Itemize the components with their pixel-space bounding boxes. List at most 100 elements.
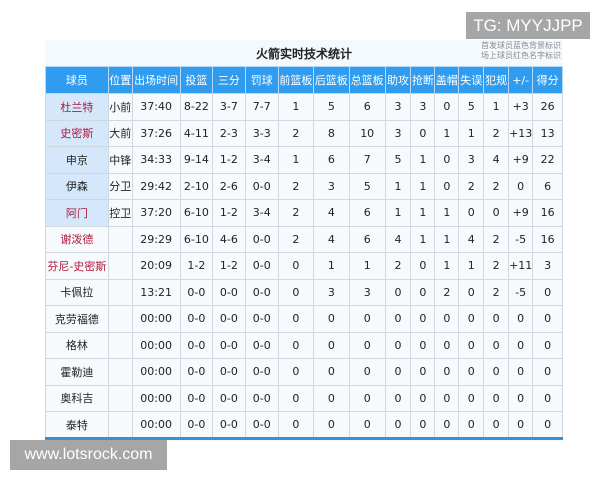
stat-cell: 0-0 xyxy=(212,358,246,386)
column-header[interactable]: 位置 xyxy=(107,66,133,94)
column-header[interactable]: 盖帽 xyxy=(434,66,460,94)
stat-cell: 0 xyxy=(483,199,510,227)
stat-cell: 0 xyxy=(458,411,485,439)
player-name: 史密斯 xyxy=(45,119,109,147)
stat-cell xyxy=(107,305,133,333)
stat-cell: 0 xyxy=(483,411,510,439)
column-header[interactable]: 后篮板 xyxy=(312,66,350,94)
stat-cell: 6 xyxy=(532,172,563,200)
stat-cell: 0 xyxy=(410,252,436,280)
stat-cell: 1 xyxy=(384,172,412,200)
stat-cell xyxy=(107,252,133,280)
stat-cell: 0 xyxy=(508,172,534,200)
player-name: 泰特 xyxy=(45,411,109,439)
stat-cell: 4-6 xyxy=(212,225,246,253)
stat-cell: 0 xyxy=(434,172,460,200)
stat-cell: 0 xyxy=(312,331,350,359)
column-header[interactable]: 得分 xyxy=(532,66,563,94)
stat-cell: 2 xyxy=(434,278,460,306)
stat-cell: 00:00 xyxy=(131,331,181,359)
player-row: 谢泼德 29:29 6-10 4-6 0-0 2 4 6 4 1 1 4 2 -5 16 xyxy=(45,225,563,253)
stat-cell: 2 xyxy=(483,252,510,280)
stat-cell: 0 xyxy=(458,305,485,333)
stat-cell: 6 xyxy=(348,225,386,253)
stat-cell: 2 xyxy=(483,225,510,253)
stat-cell: 0 xyxy=(277,252,314,280)
column-header[interactable]: 失误 xyxy=(458,66,485,94)
stat-cell: 2 xyxy=(277,172,314,200)
stat-cell: 1 xyxy=(434,119,460,147)
stat-cell: 0 xyxy=(508,411,534,439)
column-header[interactable]: 前篮板 xyxy=(277,66,314,94)
stat-cell: 4 xyxy=(483,146,510,174)
stat-cell: 0 xyxy=(410,119,436,147)
stat-cell: 3 xyxy=(312,278,350,306)
watermark-site: www.lotsrock.com xyxy=(10,440,167,470)
stat-cell xyxy=(107,331,133,359)
column-header[interactable]: 三分 xyxy=(212,66,246,94)
stat-cell: 2 xyxy=(483,119,510,147)
stat-cell: 8-22 xyxy=(179,93,214,121)
column-header[interactable]: 助攻 xyxy=(384,66,412,94)
stat-cell: 0-0 xyxy=(179,278,214,306)
stat-cell: 34:33 xyxy=(131,146,181,174)
stat-cell: 7 xyxy=(348,146,386,174)
title-row: 火箭实时技术统计 首发球员蓝色背景标识 场上球员红色名字标识 xyxy=(45,40,563,66)
column-header[interactable]: 犯规 xyxy=(483,66,510,94)
column-header[interactable]: 罚球 xyxy=(244,66,279,94)
stat-cell: 0 xyxy=(434,411,460,439)
stat-cell: 0 xyxy=(410,305,436,333)
stat-cell: 0 xyxy=(410,384,436,412)
column-header[interactable]: 出场时间 xyxy=(131,66,181,94)
header-row: 球员 位置 出场时间 投篮 三分 罚球 前篮板 后篮板 总篮板 助攻 抢断 盖帽 失误 犯规 +/- 得分 xyxy=(45,66,563,94)
stat-cell: 0 xyxy=(312,384,350,412)
stat-cell: 0-0 xyxy=(244,331,279,359)
stat-cell: 0 xyxy=(277,331,314,359)
stat-cell: 16 xyxy=(532,225,563,253)
table-bottom-border xyxy=(45,437,563,440)
stat-cell: 3 xyxy=(410,93,436,121)
stat-cell: 3-3 xyxy=(244,119,279,147)
stat-cell: 16 xyxy=(532,199,563,227)
stat-cell: 4 xyxy=(458,225,485,253)
stat-cell: 1 xyxy=(434,252,460,280)
stat-cell: 1-2 xyxy=(212,199,246,227)
stat-cell: 5 xyxy=(458,93,485,121)
stat-cell: 6-10 xyxy=(179,199,214,227)
stat-cell: 00:00 xyxy=(131,411,181,439)
column-header[interactable]: 抢断 xyxy=(410,66,436,94)
stat-cell: 0 xyxy=(348,331,386,359)
stat-cell: 0-0 xyxy=(244,411,279,439)
player-row: 杜兰特 小前 37:40 8-22 3-7 7-7 1 5 6 3 3 0 5 1 +3 26 xyxy=(45,93,563,121)
stat-cell xyxy=(107,358,133,386)
stat-cell: 2-6 xyxy=(212,172,246,200)
column-header[interactable]: 投篮 xyxy=(179,66,214,94)
player-row: 霍勒迪 00:00 0-0 0-0 0-0 0 0 0 0 0 0 0 0 0 0 xyxy=(45,358,563,386)
player-row: 伊森 分卫 29:42 2-10 2-6 0-0 2 3 5 1 1 0 2 2 0 6 xyxy=(45,172,563,200)
stat-cell: 0 xyxy=(277,305,314,333)
stat-cell: 3 xyxy=(312,172,350,200)
stat-cell: +13 xyxy=(508,119,534,147)
column-header[interactable]: 球员 xyxy=(45,66,109,94)
stat-cell: 0 xyxy=(384,331,412,359)
stat-cell: 2-10 xyxy=(179,172,214,200)
stat-cell: 6 xyxy=(348,199,386,227)
stat-cell: 1 xyxy=(277,93,314,121)
stat-cell: 0 xyxy=(508,384,534,412)
stat-cell: 0 xyxy=(458,199,485,227)
column-header[interactable]: +/- xyxy=(508,66,534,94)
stat-cell: 0 xyxy=(277,384,314,412)
stat-cell: 0 xyxy=(410,278,436,306)
stat-cell: 中锋 xyxy=(107,146,133,174)
stat-cell: 2 xyxy=(384,252,412,280)
player-name: 克劳福德 xyxy=(45,305,109,333)
stat-cell: 0 xyxy=(348,358,386,386)
player-name: 霍勒迪 xyxy=(45,358,109,386)
column-header[interactable]: 总篮板 xyxy=(348,66,386,94)
stat-cell: 0-0 xyxy=(244,172,279,200)
stat-cell: 5 xyxy=(312,93,350,121)
stat-cell: 0 xyxy=(384,278,412,306)
stat-cell: 0 xyxy=(348,305,386,333)
stat-cell: 6 xyxy=(312,146,350,174)
stat-cell: 0-0 xyxy=(212,278,246,306)
